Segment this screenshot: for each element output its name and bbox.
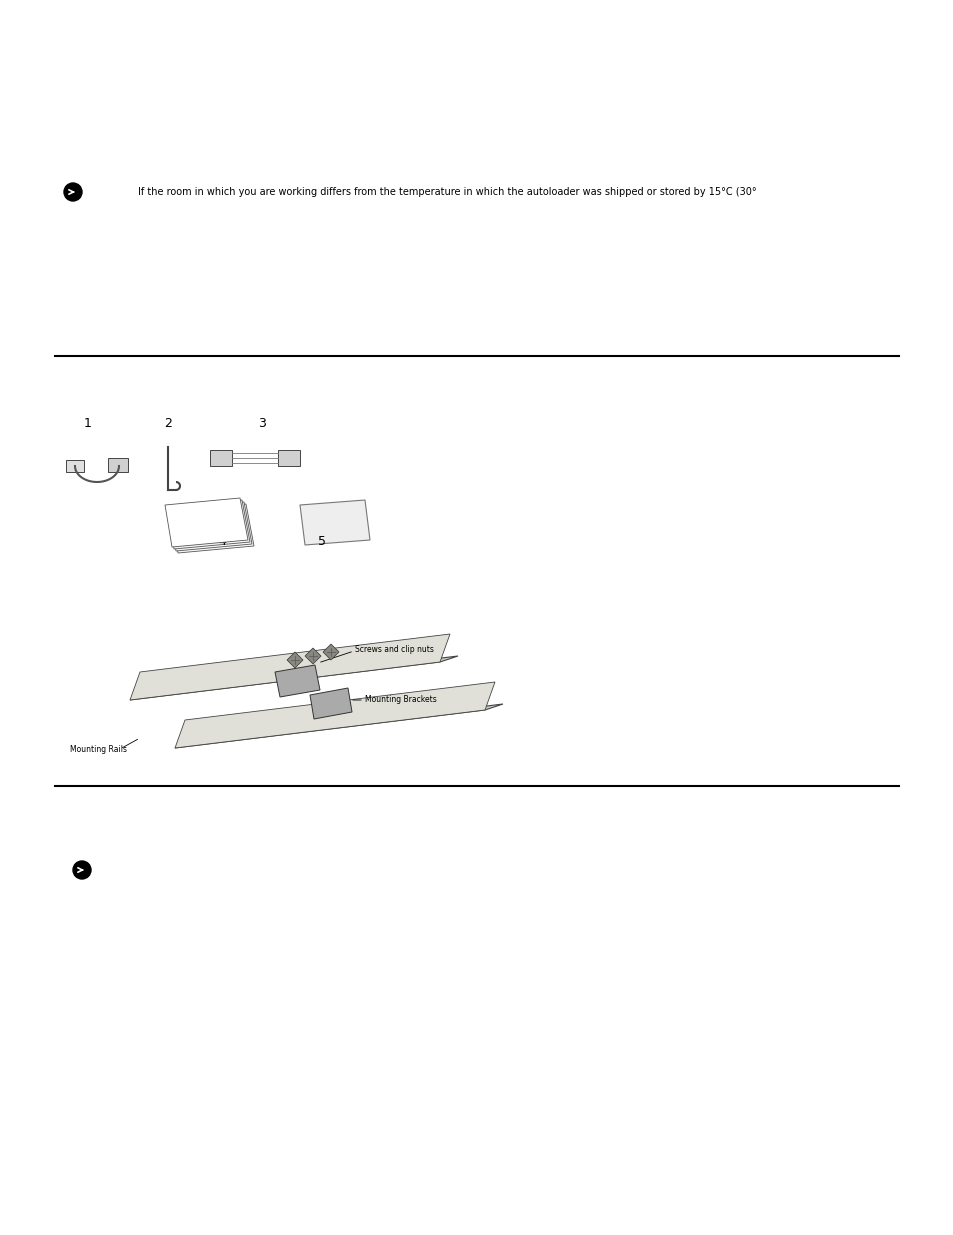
Text: Mounting Rails: Mounting Rails [70, 746, 127, 755]
Polygon shape [174, 704, 502, 748]
Polygon shape [167, 500, 250, 550]
Text: If the room in which you are working differs from the temperature in which the a: If the room in which you are working dif… [138, 186, 756, 198]
Polygon shape [169, 501, 252, 551]
Polygon shape [305, 648, 320, 664]
Polygon shape [310, 688, 352, 719]
Polygon shape [287, 652, 303, 668]
Circle shape [73, 861, 91, 879]
Polygon shape [165, 498, 248, 547]
Text: 4: 4 [218, 535, 226, 548]
Text: 2: 2 [164, 417, 172, 430]
Bar [66, 459, 84, 472]
Polygon shape [323, 643, 338, 659]
Circle shape [64, 183, 82, 201]
Text: Screws and clip nuts: Screws and clip nuts [355, 646, 434, 655]
Bar [108, 458, 128, 472]
Polygon shape [171, 504, 253, 553]
Text: Mounting Brackets: Mounting Brackets [365, 695, 436, 704]
Polygon shape [274, 664, 319, 697]
Bar [210, 450, 232, 466]
Text: 5: 5 [317, 535, 326, 548]
Polygon shape [130, 656, 457, 700]
Text: 1: 1 [84, 417, 91, 430]
Text: 3: 3 [258, 417, 266, 430]
Polygon shape [299, 500, 370, 545]
Bar [277, 450, 299, 466]
Polygon shape [130, 634, 450, 700]
Polygon shape [174, 682, 495, 748]
